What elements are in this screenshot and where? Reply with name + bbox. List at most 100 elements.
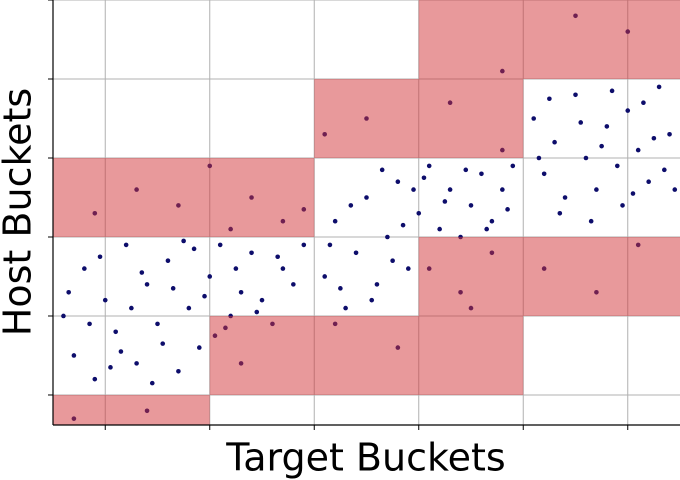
point xyxy=(395,179,401,184)
point xyxy=(202,293,207,299)
point xyxy=(500,187,505,192)
point xyxy=(139,270,145,275)
point xyxy=(97,254,103,260)
x-axis-label: Target Buckets xyxy=(225,436,505,480)
point xyxy=(609,88,615,94)
region xyxy=(53,394,210,425)
point xyxy=(552,139,557,145)
point xyxy=(442,199,448,204)
point xyxy=(400,222,406,228)
point xyxy=(662,167,667,173)
point xyxy=(620,203,625,208)
point xyxy=(489,218,495,224)
point xyxy=(343,305,348,311)
point xyxy=(275,254,280,260)
point xyxy=(181,238,186,244)
point xyxy=(348,203,354,208)
point xyxy=(531,116,536,121)
point xyxy=(233,266,239,271)
point xyxy=(92,376,98,382)
point xyxy=(641,100,646,105)
point xyxy=(379,167,385,173)
point xyxy=(604,124,610,129)
point xyxy=(656,84,662,90)
point xyxy=(385,234,390,240)
point xyxy=(118,349,124,354)
point xyxy=(421,175,427,181)
point xyxy=(66,289,71,295)
point xyxy=(149,380,155,386)
point xyxy=(505,207,510,212)
point xyxy=(484,226,489,232)
point xyxy=(144,282,150,287)
point xyxy=(578,120,584,125)
point xyxy=(191,246,197,252)
point xyxy=(557,210,563,216)
point xyxy=(170,286,176,291)
point xyxy=(625,108,631,113)
point xyxy=(547,96,552,102)
point xyxy=(176,368,181,374)
point xyxy=(155,321,160,327)
point xyxy=(108,365,113,370)
point xyxy=(254,309,260,315)
point xyxy=(249,250,254,256)
point xyxy=(651,135,657,141)
point xyxy=(437,226,442,232)
point xyxy=(82,266,87,271)
point xyxy=(165,258,171,263)
point xyxy=(447,187,453,192)
region xyxy=(418,236,680,316)
point xyxy=(630,191,636,196)
point xyxy=(364,195,369,200)
point xyxy=(186,305,192,311)
point xyxy=(374,282,380,287)
point xyxy=(510,163,516,169)
point xyxy=(280,266,286,271)
point xyxy=(369,297,375,303)
point xyxy=(338,286,343,291)
point xyxy=(327,242,333,248)
point xyxy=(573,92,578,98)
point xyxy=(416,210,422,216)
point xyxy=(479,171,484,177)
point xyxy=(207,274,213,279)
point xyxy=(102,297,108,303)
point xyxy=(594,187,599,192)
point xyxy=(301,242,307,248)
point xyxy=(667,131,672,137)
point xyxy=(61,313,66,319)
point xyxy=(635,147,641,153)
point xyxy=(238,289,244,295)
point xyxy=(390,258,395,263)
point xyxy=(599,143,604,149)
point xyxy=(217,242,223,248)
point xyxy=(646,179,651,184)
point xyxy=(562,195,568,200)
point xyxy=(541,171,547,177)
point xyxy=(197,345,202,350)
point xyxy=(160,341,166,346)
point xyxy=(259,297,265,303)
point xyxy=(588,218,594,224)
y-axis-label: Host Buckets xyxy=(0,88,40,336)
point xyxy=(672,187,678,192)
point xyxy=(129,305,134,311)
point xyxy=(406,266,411,271)
point xyxy=(291,282,296,287)
region xyxy=(53,157,315,237)
point xyxy=(468,203,474,208)
point xyxy=(426,163,432,169)
point xyxy=(332,218,338,224)
point xyxy=(353,250,359,256)
point xyxy=(615,163,620,169)
point xyxy=(87,321,92,327)
point xyxy=(583,155,589,161)
point xyxy=(134,361,139,366)
point xyxy=(113,329,118,335)
point xyxy=(463,167,469,173)
point xyxy=(322,274,328,279)
point xyxy=(411,187,416,192)
region xyxy=(314,78,524,158)
